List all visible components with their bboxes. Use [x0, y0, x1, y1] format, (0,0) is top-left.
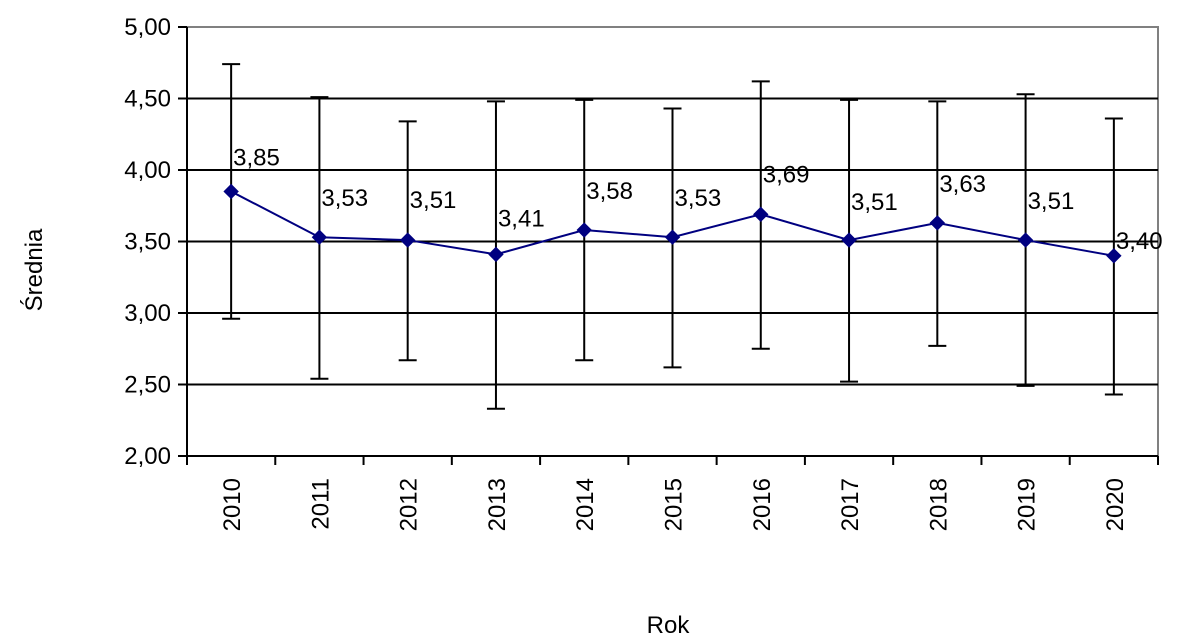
- x-tick-label: 2014: [572, 478, 599, 531]
- x-tick-label: 2019: [1014, 478, 1041, 531]
- x-tick-label: 2012: [396, 478, 423, 531]
- x-tick-label: 2017: [837, 478, 864, 531]
- data-point: [488, 246, 504, 263]
- data-point: [223, 183, 239, 200]
- markers: [223, 183, 1122, 264]
- data-point: [576, 222, 592, 238]
- data-labels: 3,85 3,53 3,51 3,41 3,58 3,53 3,69 3,51 3,63 3,51…: [233, 144, 1162, 254]
- data-label: 3,85: [233, 144, 280, 171]
- y-tick-label: 2,50: [124, 372, 171, 399]
- x-tick-label: 2018: [925, 478, 952, 531]
- x-tick-label: 2015: [661, 478, 688, 531]
- data-point: [311, 229, 328, 245]
- x-tick-label: 2011: [307, 478, 334, 530]
- y-tick-label: 4,00: [124, 157, 171, 184]
- y-tick-label: 3,50: [124, 229, 171, 256]
- data-point: [929, 215, 946, 231]
- data-point: [1106, 248, 1122, 264]
- data-point: [664, 229, 681, 245]
- y-axis-title: Średnia: [20, 228, 48, 311]
- y-tick-label: 4,50: [124, 86, 171, 113]
- data-label: 3,51: [410, 187, 457, 214]
- y-tick-label: 3,00: [124, 300, 171, 327]
- y-tick-label: 5,00: [124, 14, 171, 41]
- data-point: [841, 232, 857, 248]
- data-label: 3,40: [1116, 228, 1163, 255]
- x-tick-label: 2013: [484, 478, 511, 531]
- data-label: 3,51: [1028, 188, 1075, 215]
- data-point: [399, 232, 416, 248]
- x-tick-label: 2010: [219, 478, 246, 531]
- data-label: 3,58: [586, 178, 633, 205]
- axes: 2,00 2,50 3,00 3,50 4,00 4,50 5,00 2010 2011 2012…: [124, 14, 1159, 531]
- data-label: 3,53: [675, 185, 722, 212]
- data-label: 3,51: [851, 189, 898, 216]
- data-label: 3,41: [498, 205, 545, 232]
- x-axis-title: Rok: [647, 612, 691, 639]
- data-label: 3,53: [321, 185, 368, 212]
- y-tick-label: 2,00: [124, 443, 171, 470]
- data-label: 3,63: [939, 171, 986, 198]
- data-label: 3,69: [763, 161, 810, 188]
- data-point: [753, 206, 769, 223]
- x-tick-label: 2016: [749, 478, 776, 531]
- x-tick-label: 2020: [1102, 478, 1129, 531]
- data-point: [1017, 232, 1034, 248]
